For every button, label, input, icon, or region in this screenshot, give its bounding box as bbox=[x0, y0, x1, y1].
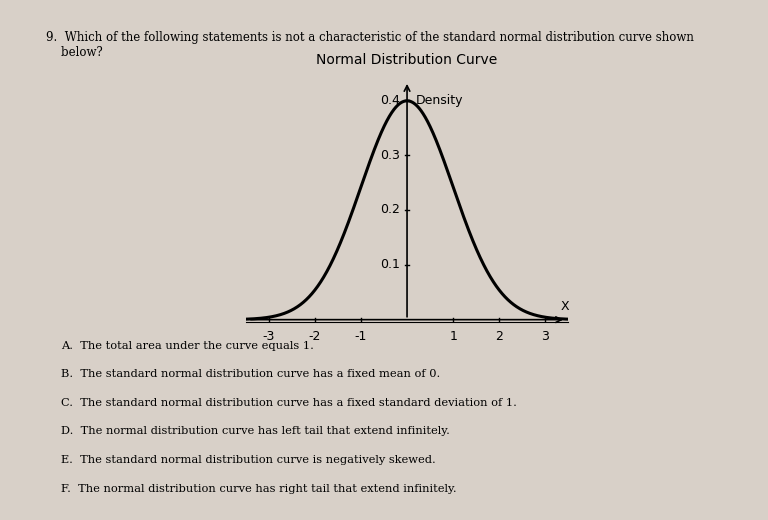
Text: 9.  Which of the following statements is not a characteristic of the standard no: 9. Which of the following statements is … bbox=[46, 31, 694, 59]
Text: 1: 1 bbox=[449, 330, 457, 343]
Title: Normal Distribution Curve: Normal Distribution Curve bbox=[316, 54, 498, 68]
Text: X: X bbox=[561, 300, 569, 313]
Text: 2: 2 bbox=[495, 330, 503, 343]
Text: F.  The normal distribution curve has right tail that extend infinitely.: F. The normal distribution curve has rig… bbox=[61, 484, 457, 493]
Text: 3: 3 bbox=[541, 330, 549, 343]
Text: 0.2: 0.2 bbox=[380, 203, 400, 216]
Text: D.  The normal distribution curve has left tail that extend infinitely.: D. The normal distribution curve has lef… bbox=[61, 426, 450, 436]
Text: -1: -1 bbox=[355, 330, 367, 343]
Text: Density: Density bbox=[415, 94, 463, 107]
Text: -3: -3 bbox=[263, 330, 275, 343]
Text: C.  The standard normal distribution curve has a fixed standard deviation of 1.: C. The standard normal distribution curv… bbox=[61, 398, 518, 408]
Text: -2: -2 bbox=[309, 330, 321, 343]
Text: 0.3: 0.3 bbox=[380, 149, 400, 162]
Text: E.  The standard normal distribution curve is negatively skewed.: E. The standard normal distribution curv… bbox=[61, 455, 436, 465]
Text: 0.1: 0.1 bbox=[380, 258, 400, 271]
Text: B.  The standard normal distribution curve has a fixed mean of 0.: B. The standard normal distribution curv… bbox=[61, 369, 441, 379]
Text: 0.4: 0.4 bbox=[380, 94, 400, 107]
Text: A.  The total area under the curve equals 1.: A. The total area under the curve equals… bbox=[61, 341, 314, 350]
